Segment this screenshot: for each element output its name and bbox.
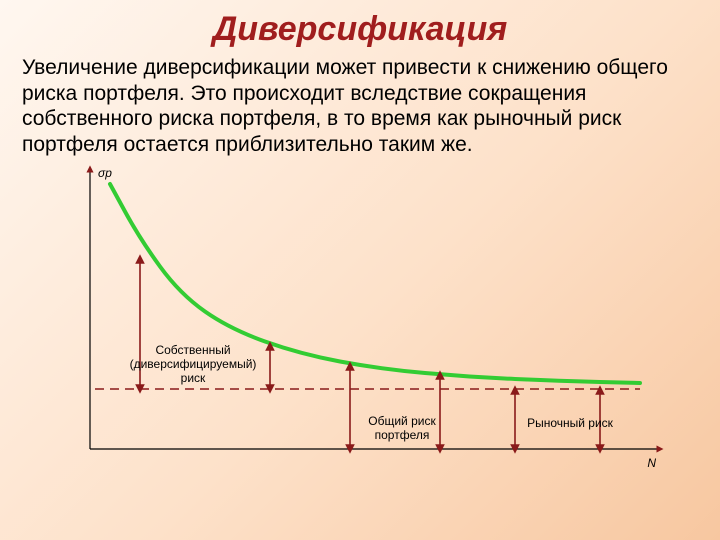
page-title: Диверсификация bbox=[0, 10, 720, 49]
diversification-chart: σp N Собственный (диверсифицируемый) риск… bbox=[40, 159, 680, 479]
market-risk-label: Рыночный риск bbox=[520, 417, 620, 431]
x-axis-label: N bbox=[647, 456, 656, 470]
y-axis-label: σp bbox=[98, 166, 112, 180]
body-paragraph: Увеличение диверсификации может привести… bbox=[22, 55, 698, 157]
own-risk-label: Собственный (диверсифицируемый) риск bbox=[118, 344, 268, 385]
total-risk-label: Общий риск портфеля bbox=[357, 415, 447, 443]
